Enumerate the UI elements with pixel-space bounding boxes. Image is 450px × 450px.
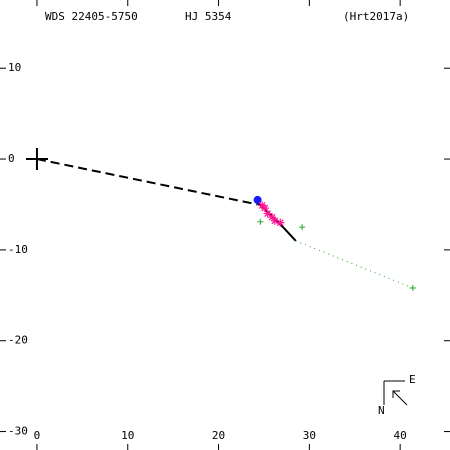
compass-arrow xyxy=(392,390,408,406)
star xyxy=(270,216,279,225)
point xyxy=(268,213,277,222)
x-tick-label: 20 xyxy=(212,429,225,442)
point xyxy=(263,209,272,218)
compass xyxy=(383,380,408,406)
point xyxy=(270,216,279,225)
dot xyxy=(253,195,262,204)
star xyxy=(268,213,277,222)
plus xyxy=(409,285,416,292)
plus xyxy=(257,218,264,225)
plus xyxy=(299,224,306,231)
star xyxy=(260,204,269,213)
x-tick-label: 40 xyxy=(394,429,407,442)
point xyxy=(409,285,416,292)
y-tick-label: -30 xyxy=(8,425,28,438)
y-tick-label: -10 xyxy=(8,243,28,256)
origin-cross xyxy=(25,148,48,171)
point xyxy=(253,195,262,204)
y-tick-label: 0 xyxy=(8,152,15,165)
x-tick-label: 30 xyxy=(303,429,316,442)
compass-north: N xyxy=(378,404,385,417)
compass-east: E xyxy=(409,373,416,386)
point xyxy=(276,218,285,227)
point xyxy=(25,148,48,171)
star xyxy=(263,209,272,218)
title-left: WDS 22405-5750 xyxy=(45,10,138,23)
x-tick-label: 10 xyxy=(121,429,134,442)
title-center: HJ 5354 xyxy=(185,10,232,23)
x-tick-label: 0 xyxy=(34,429,41,442)
line-dash xyxy=(36,158,258,206)
point xyxy=(299,224,306,231)
y-tick-label: -20 xyxy=(8,334,28,347)
star xyxy=(276,218,285,227)
compass-arrow-head xyxy=(392,390,400,398)
y-tick-label: 10 xyxy=(8,61,21,74)
point xyxy=(260,204,269,213)
line-dot xyxy=(295,240,414,289)
point xyxy=(257,218,264,225)
title-right: (Hrt2017a) xyxy=(343,10,409,23)
